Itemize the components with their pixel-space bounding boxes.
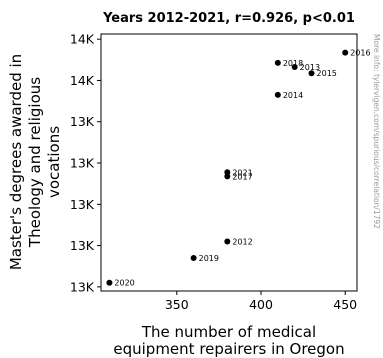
y-tick-label: 13K [70, 156, 95, 171]
data-point [224, 169, 231, 176]
data-point [224, 238, 231, 245]
y-tick-label: 14K [70, 73, 95, 88]
data-point-label: 2019 [199, 254, 219, 263]
x-tick-label: 400 [249, 297, 273, 312]
data-point-label: 2018 [283, 59, 303, 68]
y-tick-label: 13K [70, 238, 95, 253]
data-point [274, 59, 281, 66]
data-point-label: 2015 [317, 69, 337, 78]
y-axis-label-line: vocations [45, 126, 63, 198]
data-point [274, 91, 281, 98]
chart-title: Years 2012-2021, r=0.926, p<0.01 [102, 11, 355, 26]
data-point-label: 2017 [232, 172, 252, 181]
data-point [224, 173, 231, 180]
data-point-label: 2020 [114, 279, 134, 288]
y-axis-label-line: Master's degrees awarded in [7, 54, 25, 270]
y-axis-label: Master's degrees awarded in Theology and … [7, 54, 63, 270]
x-tick-label: 450 [333, 297, 357, 312]
data-point-label: 2016 [350, 49, 370, 58]
y-tick-label: 13K [70, 114, 95, 129]
data-point [190, 254, 197, 261]
data-point-label: 2013 [300, 63, 320, 72]
data-point-label: 2012 [232, 237, 252, 246]
data-point [308, 70, 315, 77]
data-point [106, 279, 113, 286]
x-tick-label: 350 [165, 297, 189, 312]
y-axis: 13K 13K 13K 13K 13K 14K 14K [70, 32, 101, 294]
x-axis-label-line: The number of medical [141, 323, 316, 341]
x-axis-label-line: equipment repairers in Oregon [113, 340, 344, 358]
data-point-label: 2021 [232, 168, 252, 177]
data-point-label: 2014 [283, 91, 303, 100]
y-tick-label: 14K [70, 32, 95, 47]
watermark-text: More info: tylervigen.com/spurious/corre… [372, 34, 381, 229]
plot-area [100, 33, 358, 292]
x-axis: 350 400 450 [165, 291, 357, 312]
y-axis-label-line: Theology and religious [26, 77, 44, 248]
y-tick-label: 13K [70, 279, 95, 294]
y-tick-label: 13K [70, 197, 95, 212]
data-point [291, 64, 298, 71]
data-point [342, 49, 349, 56]
